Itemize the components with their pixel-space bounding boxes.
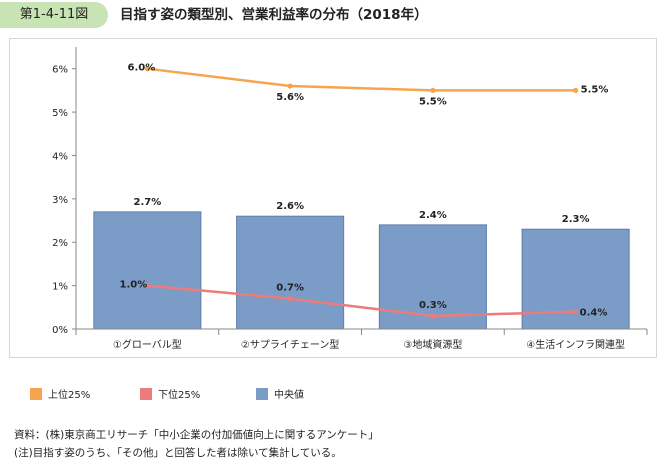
upper-value-label: 5.5% xyxy=(581,84,609,95)
legend-label-median: 中央値 xyxy=(274,390,304,401)
lower-value-label: 0.4% xyxy=(580,308,608,319)
line-upper xyxy=(147,67,576,92)
point-lower xyxy=(287,296,293,302)
legend-item-upper: 上位25% xyxy=(30,388,90,404)
line-lower xyxy=(147,284,576,318)
x-category-label: ①グローバル型 xyxy=(113,338,182,351)
figure-header: 第1-4-11図 目指す姿の類型別、営業利益率の分布（2018年） xyxy=(0,0,664,32)
legend-swatch-lower xyxy=(140,388,152,400)
x-category-label: ②サプライチェーン型 xyxy=(241,338,339,351)
note-source: 資料：(株)東京商工リサーチ「中小企業の付加価値向上に関するアンケート」 xyxy=(14,429,379,441)
y-tick-label: 4% xyxy=(52,151,68,162)
upper-value-label: 5.6% xyxy=(276,92,304,103)
legend-label-upper: 上位25% xyxy=(48,390,91,401)
point-upper xyxy=(430,87,436,93)
point-lower xyxy=(144,283,150,289)
x-category-label: ③地域資源型 xyxy=(403,338,462,351)
note-remark: (注)目指す姿のうち、「その他」と回答した者は除いて集計している。 xyxy=(14,447,342,459)
figure-title: 目指す姿の類型別、営業利益率の分布（2018年） xyxy=(120,7,428,23)
bar-median xyxy=(93,211,202,330)
y-tick-label: 5% xyxy=(52,108,68,119)
bar-median xyxy=(236,215,345,330)
bar-value-label: 2.7% xyxy=(134,197,162,208)
figure-notes: 資料：(株)東京商工リサーチ「中小企業の付加価値向上に関するアンケート」 (注)… xyxy=(14,426,379,462)
legend-label-lower: 下位25% xyxy=(158,390,201,401)
y-tick-label: 3% xyxy=(52,195,68,206)
chart-plot: 0% 1% 2% 3% 4% 5% 6% 2.7% 2.6% 2.4% 2.3% ①グローバル型 ②サプ… xyxy=(52,47,648,351)
legend-item-median: 中央値 xyxy=(256,388,304,404)
point-upper xyxy=(287,83,293,89)
point-upper xyxy=(144,66,150,72)
y-tick-label: 1% xyxy=(52,282,68,293)
bar-median xyxy=(378,224,487,330)
legend-swatch-upper xyxy=(30,388,42,400)
legend-swatch-median xyxy=(256,388,268,400)
point-upper xyxy=(573,87,579,93)
figure-number-badge: 第1-4-11図 xyxy=(0,2,108,28)
point-lower xyxy=(573,309,579,315)
point-lower xyxy=(430,313,436,319)
upper-value-label: 5.5% xyxy=(419,96,447,107)
legend-item-lower: 下位25% xyxy=(140,388,200,404)
x-category-label: ④生活インフラ関連型 xyxy=(526,338,625,351)
lower-value-label: 0.7% xyxy=(276,283,304,294)
bar-value-label: 2.4% xyxy=(419,210,447,221)
lower-value-label: 0.3% xyxy=(419,300,447,311)
upper-value-label: 6.0% xyxy=(128,63,156,74)
chart-frame: 0% 1% 2% 3% 4% 5% 6% 2.7% 2.6% 2.4% 2.3% ①グローバル型 ②サプ… xyxy=(9,38,657,358)
bar-value-label: 2.3% xyxy=(562,214,590,225)
lower-value-label: 1.0% xyxy=(120,280,148,291)
y-tick-label: 0% xyxy=(52,325,68,336)
y-tick-label: 2% xyxy=(52,238,68,249)
bar-value-label: 2.6% xyxy=(276,201,304,212)
y-tick-label: 6% xyxy=(52,65,68,76)
